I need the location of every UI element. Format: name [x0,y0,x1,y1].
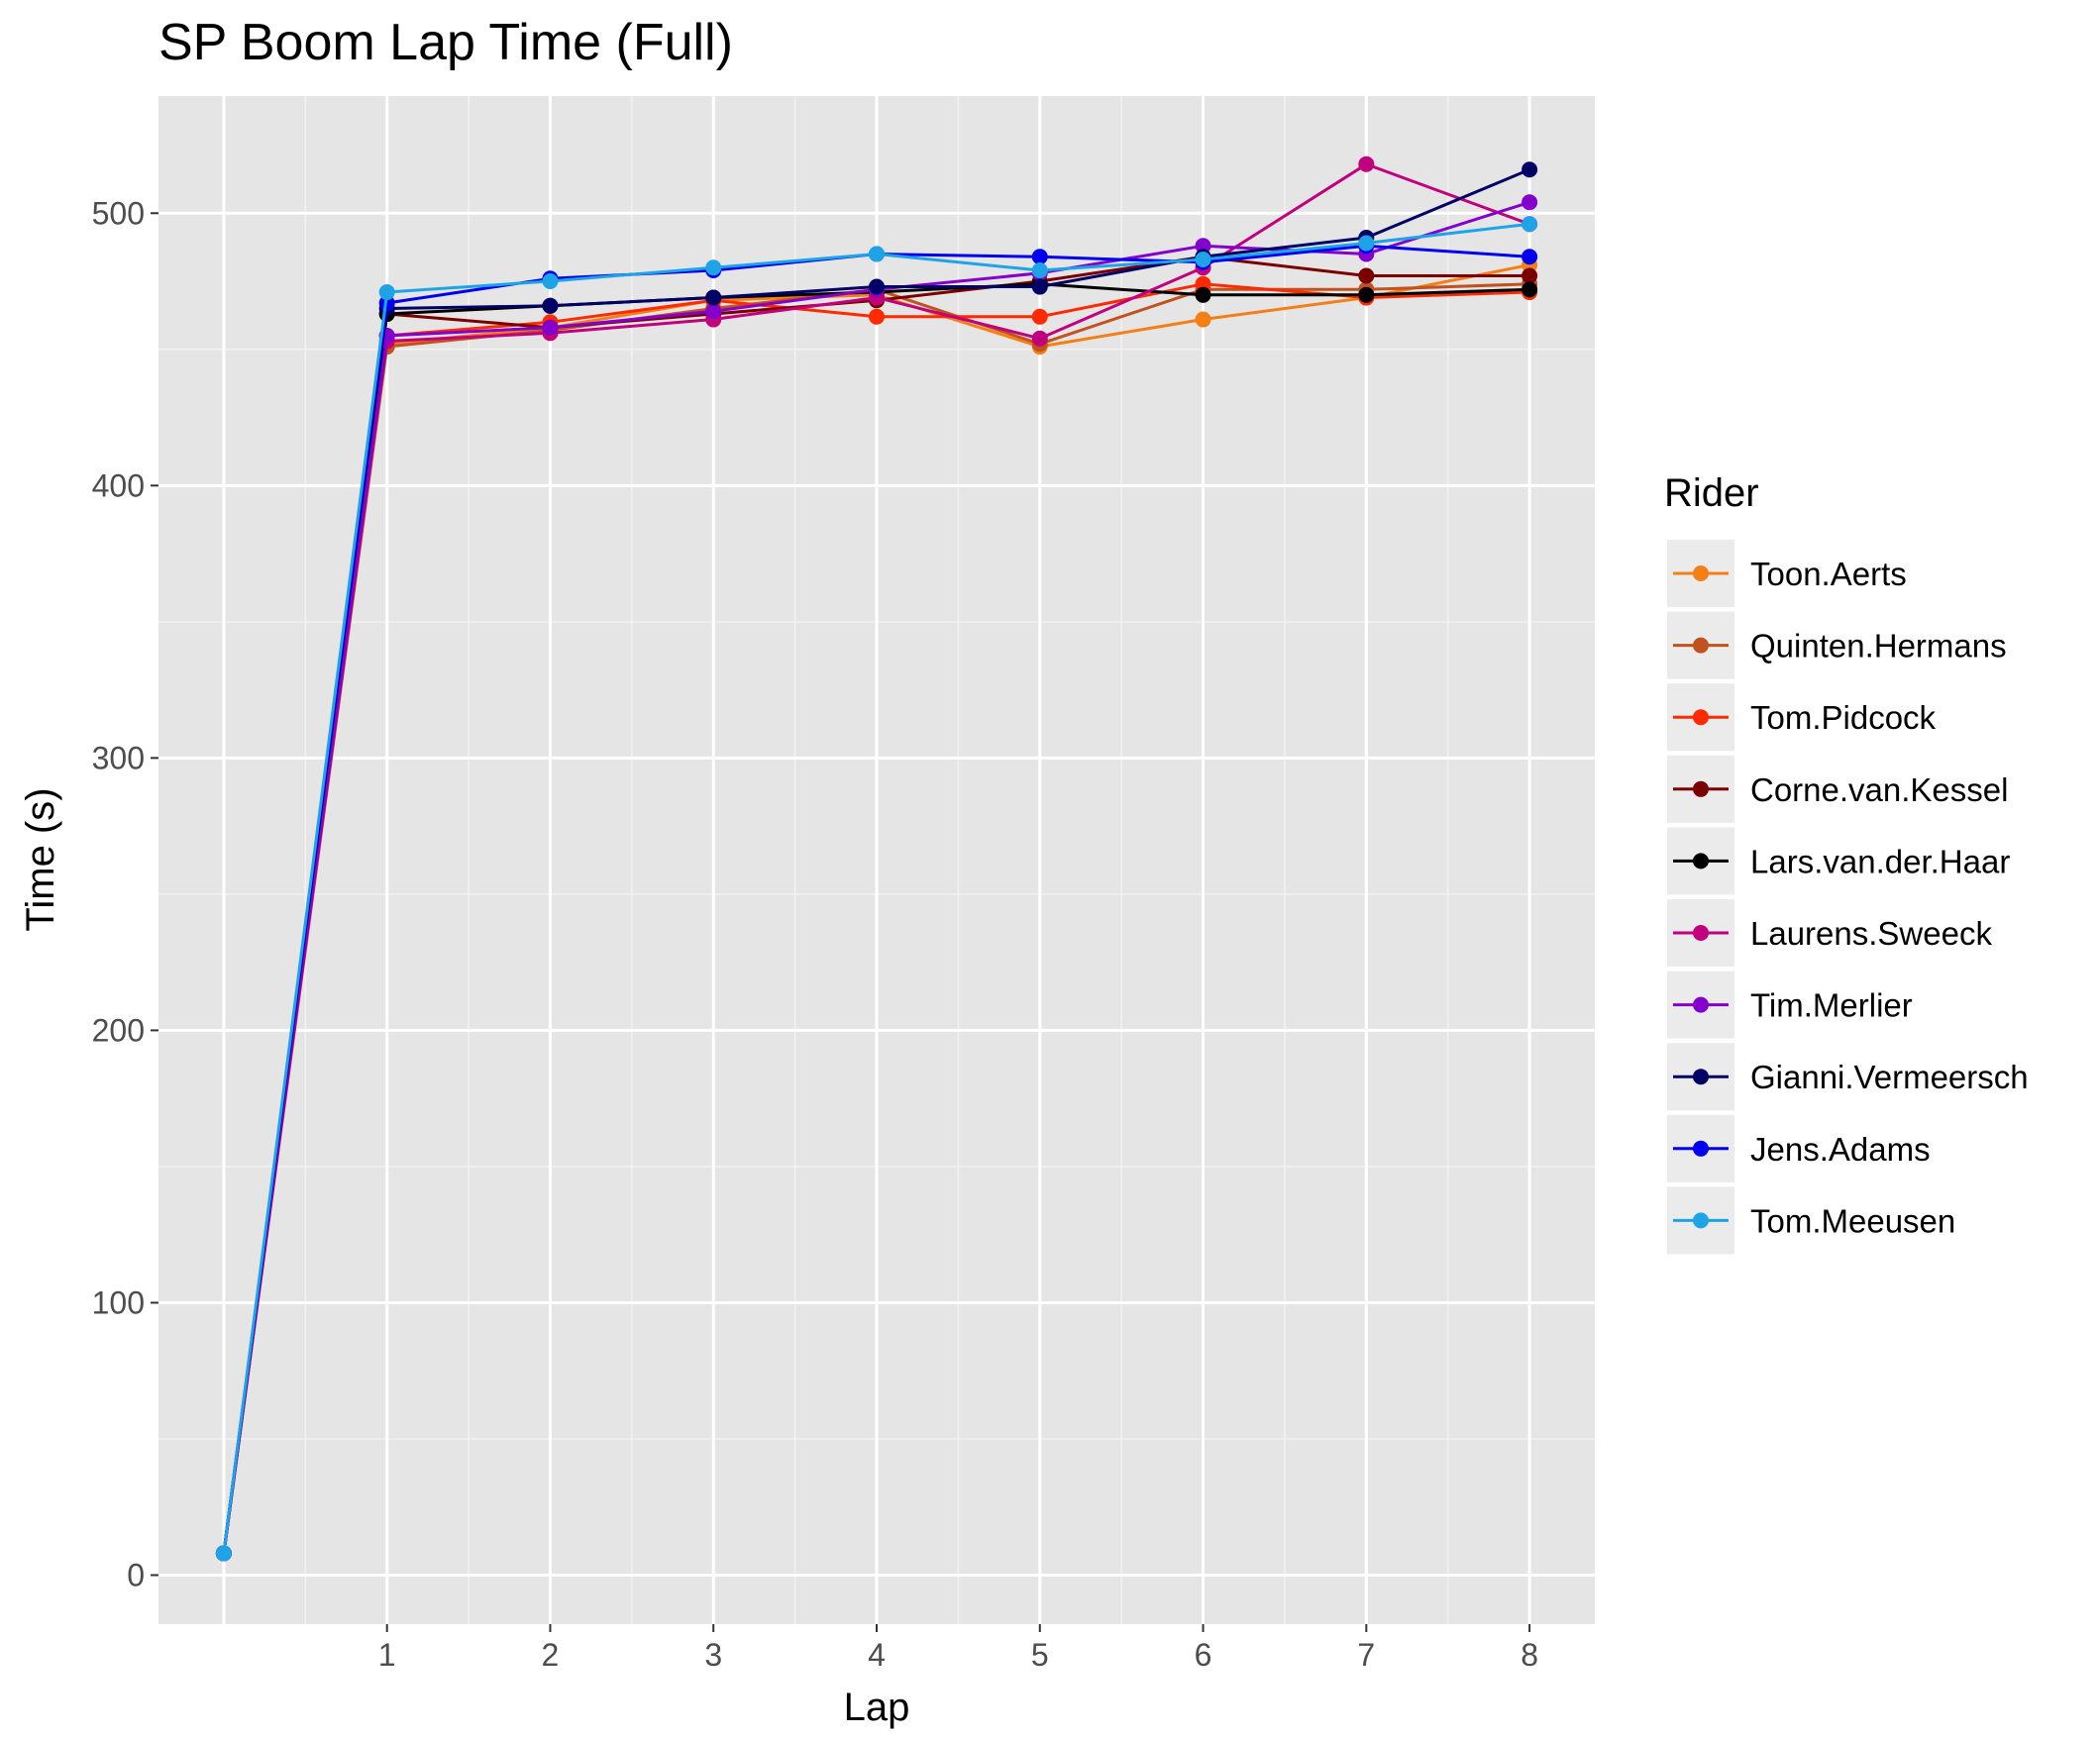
y-tick-label: 300 [92,740,145,775]
legend-label: Corne.van.Kessel [1750,771,2008,808]
y-tick-label: 400 [92,467,145,503]
legend-label: Gianni.Vermeersch [1750,1059,2029,1095]
x-tick-label: 2 [542,1637,560,1673]
data-point [705,259,722,276]
legend-key-point [1693,780,1709,797]
legend-item: Jens.Adams [1667,1114,1931,1182]
legend-label: Tim.Merlier [1750,987,1913,1024]
data-point [1358,235,1375,252]
x-tick-label: 1 [378,1637,396,1673]
data-point [378,284,395,301]
x-tick-label: 4 [868,1637,886,1673]
data-point [1195,311,1211,328]
data-point [1522,249,1538,265]
legend-label: Lars.van.der.Haar [1750,843,2010,879]
legend-key-point [1693,709,1709,726]
legend-key-point [1693,637,1709,654]
legend-item: Laurens.Sweeck [1667,899,1992,967]
data-point [1031,249,1048,265]
data-point [542,319,559,336]
y-tick-label: 0 [127,1557,145,1592]
data-point [1522,216,1538,233]
series-tom-meeusen [215,216,1538,1562]
legend-label: Tom.Pidcock [1750,699,1937,736]
y-tick-label: 200 [92,1012,145,1048]
legend-item: Corne.van.Kessel [1667,755,2008,823]
data-point [1522,281,1538,298]
x-tick-label: 5 [1031,1637,1049,1673]
x-tick-label: 3 [704,1637,722,1673]
legend-items: Toon.Aerts Quinten.Hermans Tom.Pidcock Corn… [1667,540,2029,1255]
data-point [1031,278,1048,295]
data-point [869,308,885,325]
y-tick-label: 100 [92,1284,145,1320]
data-point [1031,330,1048,347]
legend-label: Quinten.Hermans [1750,628,2007,665]
x-tick-label: 7 [1357,1637,1375,1673]
legend-item: Lars.van.der.Haar [1667,827,2010,895]
data-point [1522,267,1538,284]
data-point [1358,267,1375,284]
legend-label: Tom.Meeusen [1750,1202,1955,1239]
legend: Rider Toon.Aerts Quinten.Hermans Tom.Pidco… [1664,471,2029,1255]
data-point [1358,286,1375,303]
data-point [542,297,559,314]
legend-key-point [1693,1069,1709,1085]
legend-label: Jens.Adams [1750,1131,1931,1168]
major-gridlines [158,96,1595,1624]
legend-item: Quinten.Hermans [1667,611,2007,679]
chart-title: SP Boom Lap Time (Full) [158,14,733,71]
legend-key-point [1693,1212,1709,1229]
data-point [1195,275,1211,292]
data-point [869,278,885,295]
legend-key-point [1693,565,1709,581]
data-point [1358,155,1375,172]
x-tick-label: 6 [1195,1637,1212,1673]
legend-item: Tim.Merlier [1667,971,1913,1039]
x-axis-title: Lap [844,1686,910,1729]
legend-key-point [1693,1140,1709,1157]
legend-label: Toon.Aerts [1750,556,1907,592]
y-axis: 0 100 200 300 400 500 [92,195,158,1592]
series-layer [215,155,1538,1562]
legend-title: Rider [1664,471,1759,515]
legend-key-point [1693,925,1709,941]
data-point [1031,262,1048,279]
x-axis: 1 2 3 4 5 6 7 8 [378,1624,1538,1673]
legend-key-point [1693,853,1709,870]
data-point [542,273,559,290]
data-point [1522,194,1538,211]
data-point [869,246,885,262]
y-tick-label: 500 [92,195,145,231]
legend-label: Laurens.Sweeck [1750,915,1992,952]
data-point [215,1545,232,1562]
legend-item: Tom.Pidcock [1667,683,1937,752]
legend-item: Tom.Meeusen [1667,1186,1955,1255]
data-point [705,303,722,320]
legend-item: Toon.Aerts [1667,540,1907,607]
data-point [1522,161,1538,178]
legend-key-point [1693,996,1709,1013]
legend-item: Gianni.Vermeersch [1667,1043,2029,1111]
data-point [705,289,722,306]
data-point [1195,238,1211,255]
y-axis-title: Time (s) [19,787,62,931]
x-tick-label: 8 [1521,1637,1538,1673]
data-point [1195,286,1211,303]
data-point [1195,252,1211,268]
data-point [1031,308,1048,325]
